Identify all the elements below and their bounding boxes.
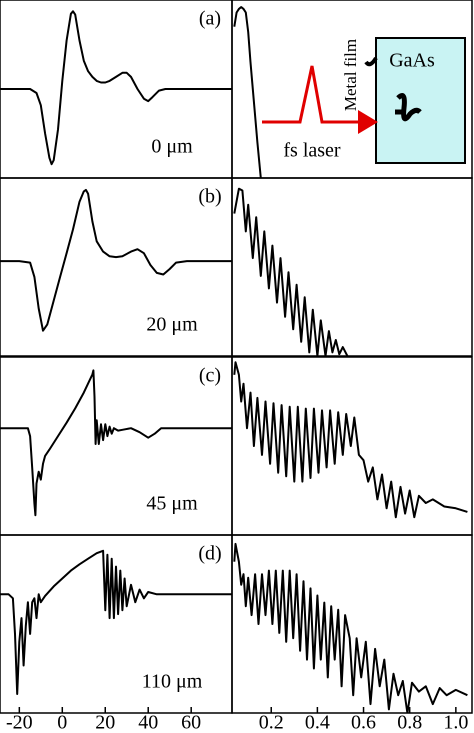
arrow-head <box>358 110 378 134</box>
x-tick-label: 20 <box>95 712 115 733</box>
x-tick-label: 60 <box>181 712 201 733</box>
panel-frame <box>231 177 473 357</box>
x-tick-label: 0 <box>57 712 67 733</box>
panel-label: (a) <box>199 8 221 30</box>
laser-pulse <box>262 65 362 124</box>
panel-label: (c) <box>199 365 221 387</box>
x-tick-label: 0.4 <box>305 712 330 733</box>
distance-label: 45 μm <box>146 493 198 515</box>
distance-label: 110 μm <box>142 671 203 693</box>
curve <box>233 361 468 519</box>
curve <box>0 10 232 166</box>
curve <box>233 187 349 356</box>
metal-mark <box>364 56 378 67</box>
curve <box>0 188 232 332</box>
x-tick-label: 0.8 <box>397 712 422 733</box>
x-tick-label: 40 <box>138 712 158 733</box>
x-tick-label: -20 <box>6 712 33 733</box>
curve <box>233 542 468 713</box>
inset: GaAs Metal film fs laser <box>262 37 466 164</box>
curve <box>0 369 232 517</box>
distance-label: 20 μm <box>146 314 198 336</box>
laser-label: fs laser <box>283 140 341 162</box>
distance-label: 0 μm <box>151 136 193 158</box>
material-label: GaAs <box>389 50 435 72</box>
panel-label: (d) <box>198 543 221 565</box>
x-tick-label: 0.6 <box>351 712 376 733</box>
x-tick-label: 1.0 <box>443 712 468 733</box>
metal-label: Metal film <box>341 39 360 111</box>
curve <box>233 6 262 178</box>
panel-label: (b) <box>198 186 221 208</box>
panel-frame <box>231 534 473 714</box>
curve <box>0 549 232 695</box>
x-tick-label: 0.2 <box>259 712 284 733</box>
gaas-block <box>375 37 466 164</box>
thz-wave-icon <box>395 93 422 122</box>
